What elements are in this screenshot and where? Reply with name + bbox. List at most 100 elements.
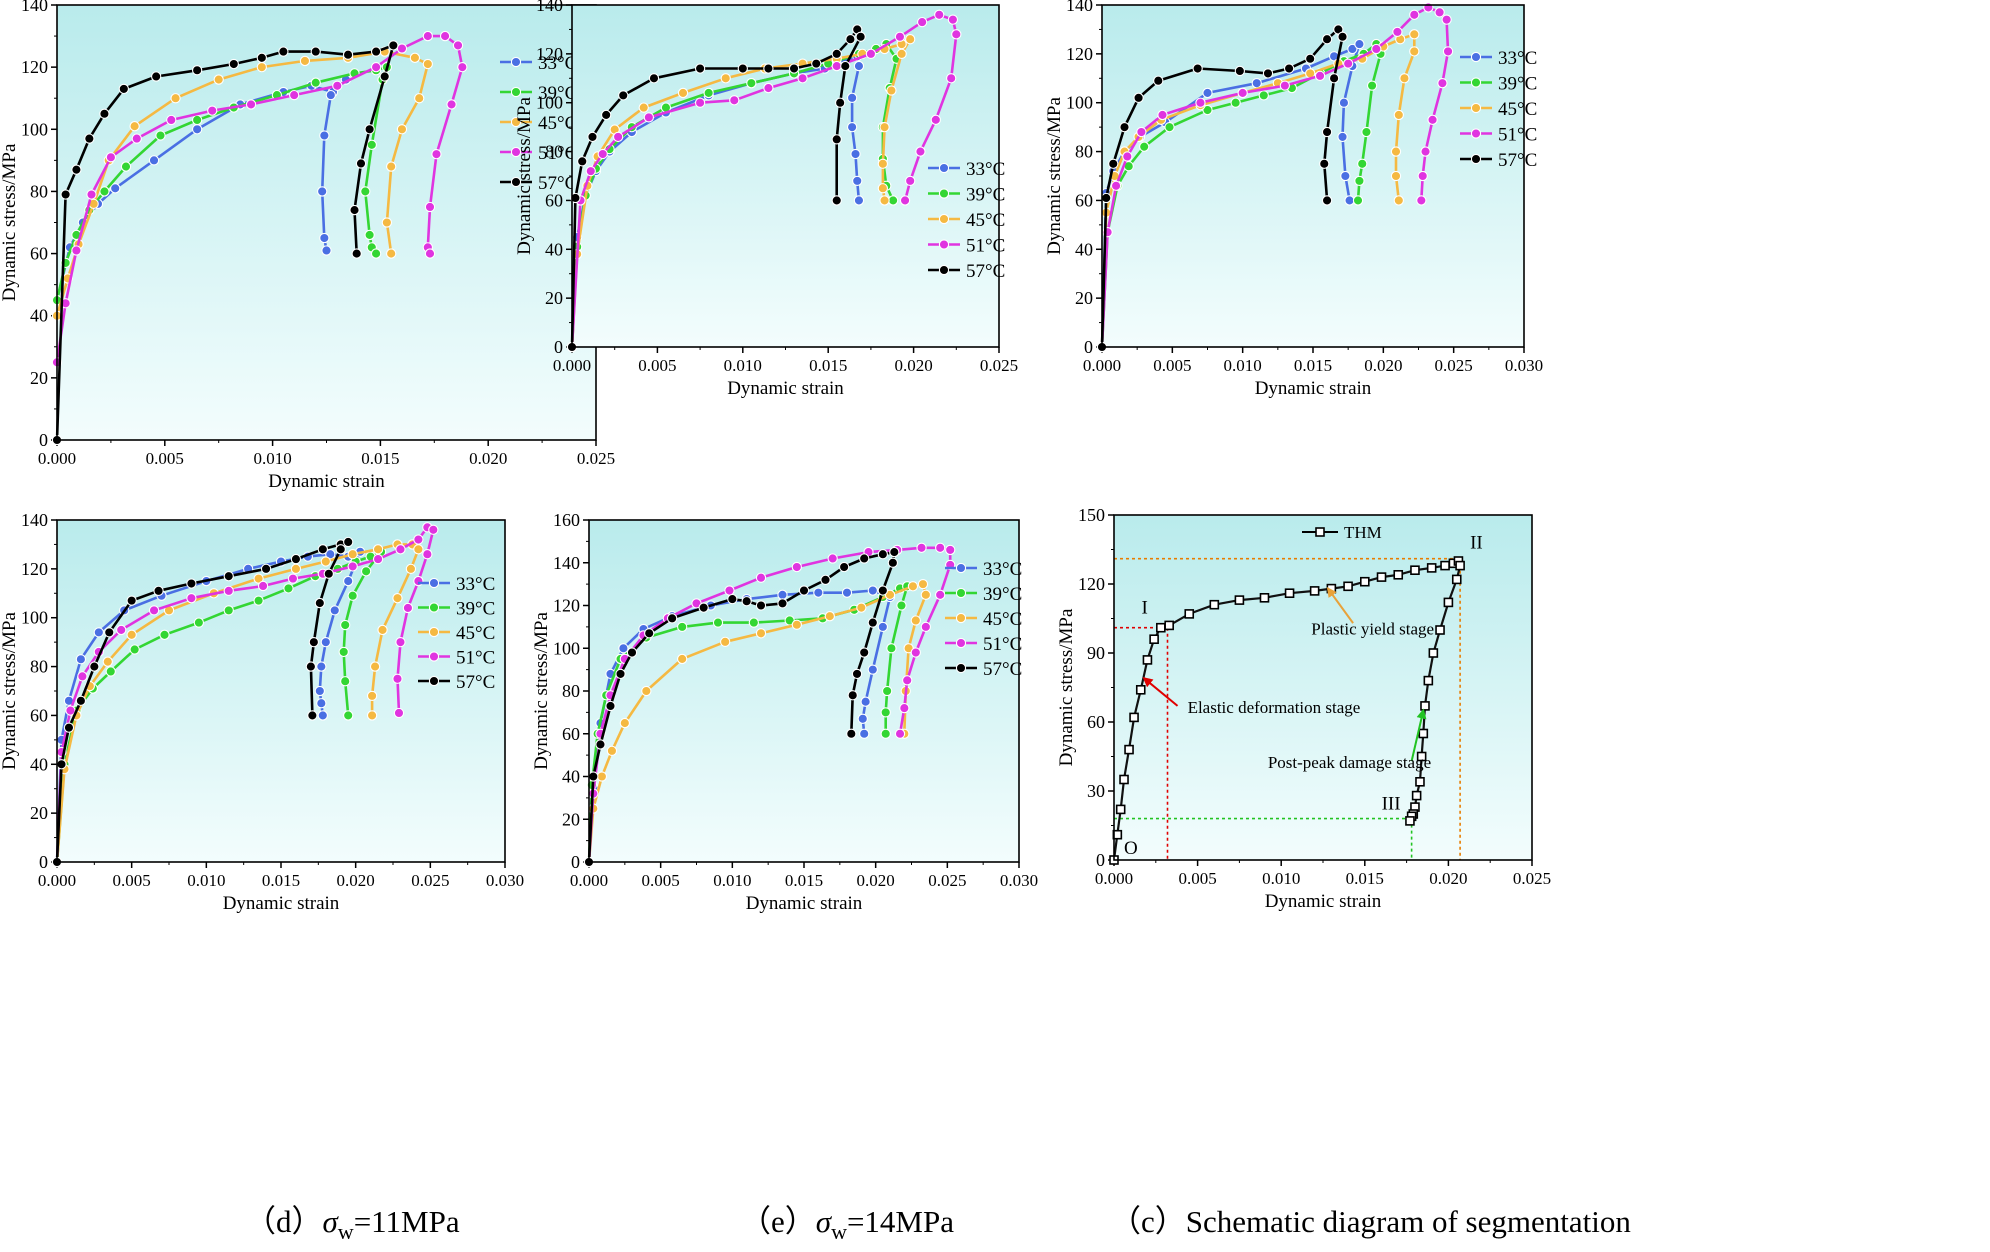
data-point-39-c <box>347 590 358 601</box>
data-point-57-c <box>118 83 129 95</box>
data-point-57-c <box>388 40 399 51</box>
data-point-57-c <box>260 563 272 575</box>
data-point-51-c <box>729 95 740 106</box>
data-point-57-c <box>820 574 831 585</box>
data-point-45-c <box>170 93 181 104</box>
legend: THM <box>1302 523 1382 542</box>
data-point-57-c <box>763 63 774 74</box>
x-axis-label: Dynamic strain <box>223 893 340 914</box>
data-point <box>1135 684 1146 695</box>
y-tick-label: 0 <box>39 852 48 872</box>
data-point-57-c <box>370 46 382 57</box>
data-point-51-c <box>413 534 424 545</box>
data-point-45-c <box>824 611 835 622</box>
y-tick-label: 140 <box>21 0 48 15</box>
legend-label-33-c: 33°C <box>538 53 577 74</box>
y-tick-label: 0 <box>1096 850 1105 870</box>
axis-frame <box>1113 514 1533 861</box>
y-axis-label: Dynamic stress/MPa <box>0 612 20 770</box>
legend-swatch-marker-51-c <box>1470 128 1482 139</box>
data-point-57-c <box>831 134 842 145</box>
data-point-39-c <box>364 229 375 241</box>
legend-swatch-marker-33-c <box>955 562 967 574</box>
data-point-51-c <box>223 585 234 596</box>
x-tick-label: 0.015 <box>809 356 847 375</box>
caption-prefix: （d） <box>245 1204 323 1239</box>
data-point-39-c <box>1357 158 1368 169</box>
data-point-51-c <box>930 114 941 125</box>
data-point-45-c <box>405 563 417 575</box>
data-point-57-c <box>859 553 870 564</box>
y-tick-label: 140 <box>553 553 580 573</box>
legend: 33°C 39°C 45°C 51°C 57°C <box>928 159 1005 282</box>
data-point-57-c <box>1337 31 1348 42</box>
data-point-45-c <box>677 87 689 99</box>
data-point-57-c <box>846 728 857 739</box>
series-line-39-c <box>55 550 383 863</box>
data-point-51-c <box>446 99 457 110</box>
data-point-51-c <box>1136 126 1147 138</box>
legend-label-33-c: 33°C <box>1498 48 1537 69</box>
data-point-39-c <box>896 600 907 611</box>
data-point <box>1423 675 1434 686</box>
y-tick-label: 80 <box>545 142 563 162</box>
data-point-51-c <box>402 602 414 614</box>
data-point-51-c <box>831 60 842 72</box>
data-point-51-c <box>1416 195 1427 206</box>
data-point-45-c <box>256 61 267 73</box>
x-tick-label: 0.010 <box>1224 356 1262 375</box>
data-point-51-c <box>186 593 197 604</box>
data-point-33-c <box>319 232 330 244</box>
x-tick-label: 0.015 <box>262 871 300 890</box>
data-point-51-c <box>457 61 468 73</box>
data-point-51-c <box>916 16 928 28</box>
data-point-51-c <box>86 189 97 200</box>
caption-symbol: σ <box>323 1204 340 1239</box>
data-point-45-c <box>755 628 767 639</box>
legend-label-57-c: 57°C <box>983 659 1022 680</box>
data-point-57-c <box>798 585 810 596</box>
y-tick-label: 60 <box>1075 190 1093 210</box>
legend-label-39-c: 39°C <box>983 584 1022 605</box>
x-tick-label: 0.000 <box>38 871 76 890</box>
data-point <box>1184 609 1195 619</box>
data-point-39-c <box>191 114 203 126</box>
data-point-57-c <box>605 700 616 712</box>
data-point <box>1416 751 1427 762</box>
data-point <box>1411 790 1422 801</box>
data-point-57-c <box>877 585 888 596</box>
data-point-33-c <box>867 664 878 675</box>
x-tick-label: 0.025 <box>980 356 1018 375</box>
x-tick-label: 0.000 <box>570 871 608 890</box>
data-point-51-c <box>1371 43 1382 55</box>
data-point-45-c <box>290 563 302 575</box>
data-point <box>1124 744 1134 755</box>
data-point-57-c <box>588 771 599 782</box>
data-point-45-c <box>129 121 140 132</box>
data-point-57-c <box>601 109 612 121</box>
data-point <box>1360 576 1370 587</box>
data-point-45-c <box>1390 146 1402 157</box>
series-line-45-c <box>55 543 420 863</box>
data-point-39-c <box>338 646 349 658</box>
legend: 33°C 39°C 45°C 51°C 57°C <box>1460 48 1537 171</box>
data-point-51-c <box>827 553 838 564</box>
data-point-45-c <box>1409 46 1420 57</box>
y-axis-label: Dynamic stress/MPa <box>531 612 552 770</box>
point-label-iii: III <box>1382 794 1401 815</box>
data-point <box>1426 563 1437 573</box>
data-point-51-c <box>395 544 406 555</box>
data-point-57-c <box>308 636 320 648</box>
data-point-57-c <box>278 46 289 57</box>
y-tick-label: 0 <box>1084 337 1093 357</box>
caption-suffix: =14MPa <box>847 1204 954 1239</box>
x-tick-label: 0.030 <box>1505 356 1543 375</box>
data-point-45-c <box>1399 73 1410 84</box>
data-point-39-c <box>1230 97 1241 108</box>
data-point <box>1309 586 1320 596</box>
x-axis-label: Dynamic strain <box>1255 378 1372 399</box>
data-point-33-c <box>1340 170 1351 182</box>
y-tick-label: 100 <box>21 608 48 628</box>
data-point-33-c <box>857 713 868 724</box>
data-point-39-c <box>746 78 757 89</box>
